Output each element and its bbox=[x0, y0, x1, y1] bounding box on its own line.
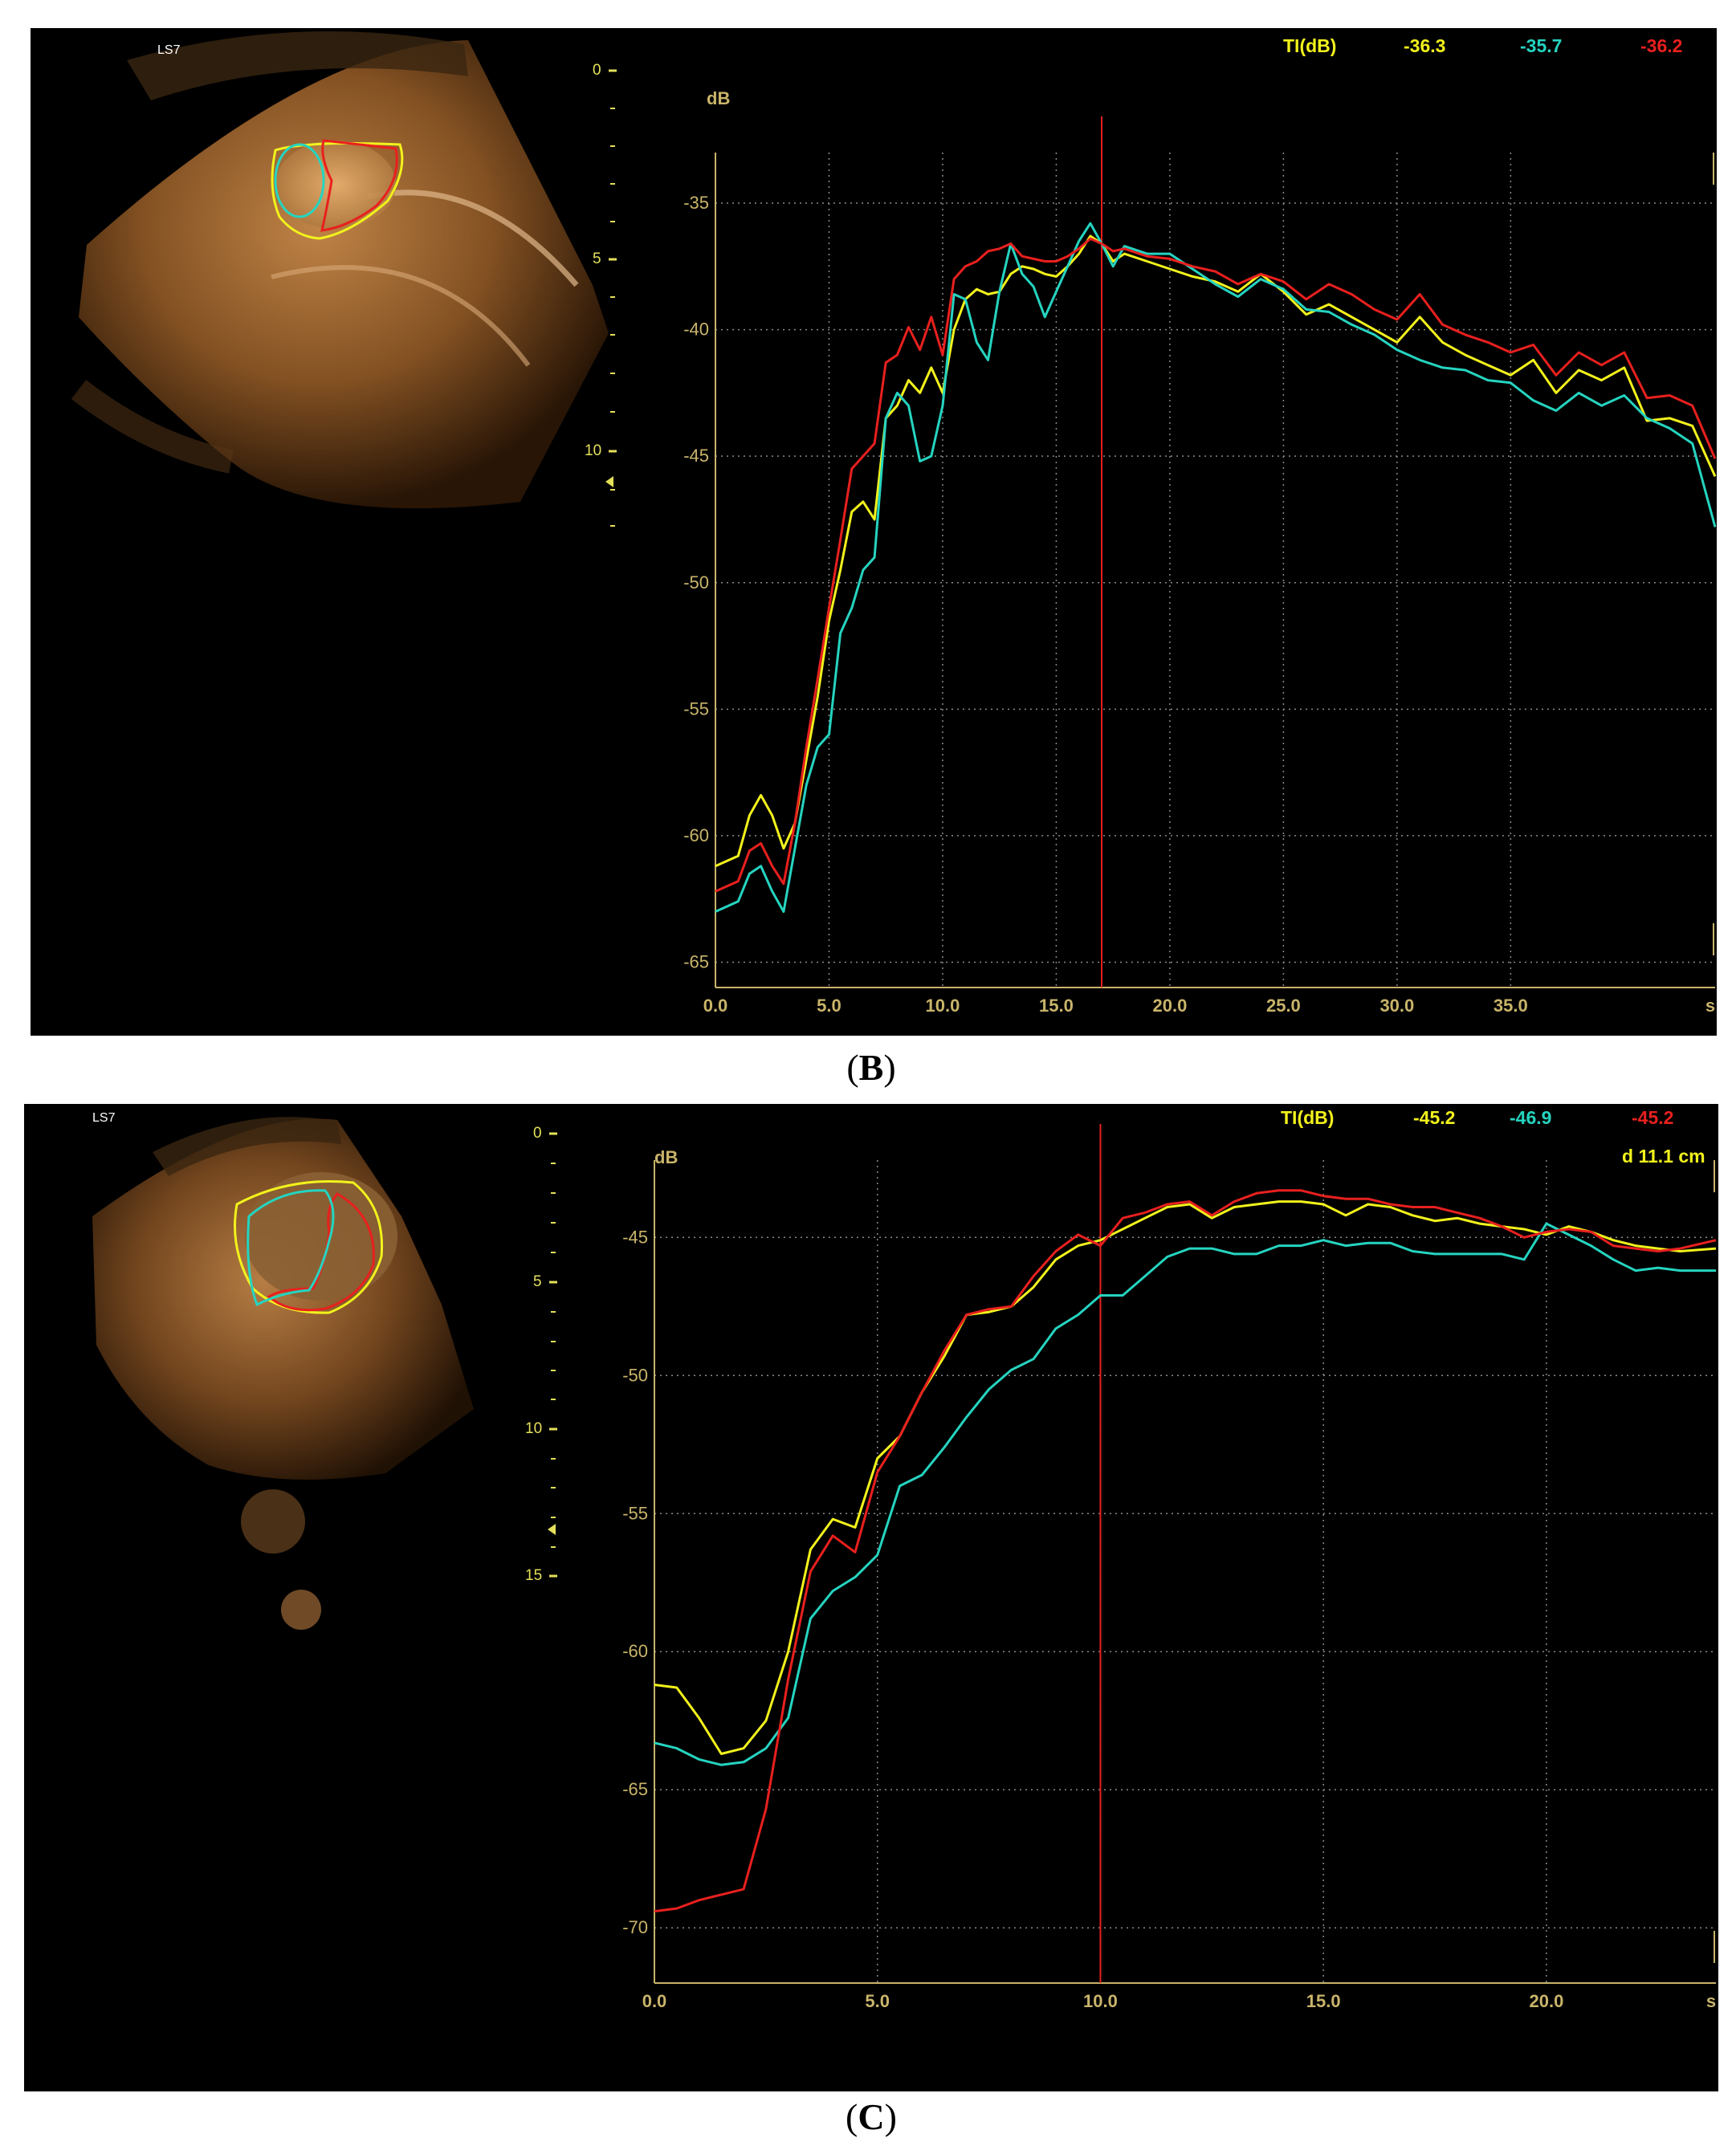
distance-label: d 11.1 cm bbox=[1622, 1146, 1705, 1167]
tic-chart-b: 0.0 5.0 10.0 15.0 20.0 25.0 30.0 35.0 s -35 -40 -45… bbox=[683, 88, 1717, 1016]
depth-label-10: 10 bbox=[585, 442, 601, 459]
caption-c: (C) bbox=[846, 2096, 897, 2137]
caption-b: (B) bbox=[846, 1047, 896, 1088]
ultrasound-image bbox=[71, 31, 609, 509]
y-tick-label: -45 bbox=[683, 446, 709, 466]
x-tick-label: 25.0 bbox=[1266, 996, 1301, 1016]
panel-b-svg: LS7 0 5 10 TI(dB) -36.3 -35.7 -36.2 0.0 5… bbox=[71, 31, 1717, 1016]
series-line-cyan bbox=[715, 222, 1717, 913]
x-tick-label: 5.0 bbox=[817, 996, 842, 1016]
x-tick-label: 20.0 bbox=[1152, 996, 1187, 1016]
depth-label-0: 0 bbox=[593, 62, 601, 79]
y-tick-label: -50 bbox=[683, 572, 709, 593]
ti-value-yellow: -45.2 bbox=[1413, 1107, 1455, 1128]
roi-contours bbox=[234, 1180, 384, 1314]
depth-scale: 0 5 10 15 bbox=[525, 1125, 557, 1584]
panel-c-svg: LS7 0 5 10 15 TI(dB) -45.2 -46.9 -45.2 d… bbox=[92, 1107, 1717, 2011]
y-axis-label: dB bbox=[654, 1147, 678, 1167]
x-unit-label: s bbox=[1706, 1991, 1716, 2011]
depth-label-5: 5 bbox=[533, 1273, 542, 1290]
series-line-cyan bbox=[654, 1222, 1716, 1766]
y-tick-label: -65 bbox=[683, 951, 709, 971]
depth-scale: 0 5 10 bbox=[585, 62, 617, 527]
y-tick-label: -40 bbox=[683, 320, 709, 340]
x-tick-label: 0.0 bbox=[703, 996, 728, 1016]
x-tick-label: 20.0 bbox=[1530, 1991, 1564, 2011]
ti-value-cyan: -46.9 bbox=[1510, 1107, 1551, 1128]
y-tick-label: -70 bbox=[622, 1917, 648, 1937]
y-tick-label: -45 bbox=[622, 1227, 648, 1247]
y-tick-label: -50 bbox=[622, 1365, 648, 1385]
caption-b-letter: B bbox=[858, 1047, 884, 1088]
x-tick-label: 10.0 bbox=[1083, 1991, 1118, 2011]
ti-value-red: -45.2 bbox=[1632, 1107, 1673, 1128]
depth-label-5: 5 bbox=[593, 250, 601, 267]
depth-label-15: 15 bbox=[525, 1567, 542, 1584]
focus-marker-icon bbox=[548, 1524, 556, 1535]
x-unit-label: s bbox=[1705, 996, 1715, 1016]
y-tick-label: -60 bbox=[622, 1641, 648, 1661]
series-line-red bbox=[715, 237, 1717, 893]
tic-chart-c: 0.0 5.0 10.0 15.0 20.0 s -45 -50 -55 -60 -65 -70 dB bbox=[622, 1124, 1717, 2011]
probe-label: LS7 bbox=[157, 43, 181, 57]
y-tick-label: -65 bbox=[622, 1779, 648, 1799]
y-axis-label: dB bbox=[707, 88, 730, 108]
series-line-red bbox=[654, 1189, 1717, 1913]
ti-value-cyan: -35.7 bbox=[1520, 35, 1562, 56]
series-line-yellow bbox=[715, 234, 1717, 868]
header-readout: TI(dB) -45.2 -46.9 -45.2 d 11.1 cm bbox=[1281, 1107, 1705, 1167]
y-tick-label: -35 bbox=[683, 193, 709, 213]
series-line-yellow bbox=[654, 1200, 1717, 1755]
header-readout: TI(dB) -36.3 -35.7 -36.2 bbox=[1283, 35, 1682, 56]
caption-c-letter: C bbox=[858, 2096, 885, 2137]
x-tick-label: 15.0 bbox=[1306, 1991, 1341, 2011]
y-tick-label: -60 bbox=[683, 825, 709, 845]
ti-value-yellow: -36.3 bbox=[1404, 35, 1445, 56]
y-tick-label: -55 bbox=[683, 698, 709, 719]
x-tick-label: 30.0 bbox=[1379, 996, 1414, 1016]
ti-label: TI(dB) bbox=[1283, 35, 1336, 56]
x-tick-label: 0.0 bbox=[642, 1991, 667, 2011]
x-tick-label: 5.0 bbox=[865, 1991, 890, 2011]
y-tick-label: -55 bbox=[622, 1503, 648, 1523]
x-tick-label: 15.0 bbox=[1039, 996, 1074, 1016]
x-tick-label: 35.0 bbox=[1494, 996, 1528, 1016]
probe-label: LS7 bbox=[92, 1111, 116, 1125]
x-tick-label: 10.0 bbox=[926, 996, 960, 1016]
ti-value-red: -36.2 bbox=[1640, 35, 1682, 56]
panel-c: LS7 0 5 10 15 TI(dB) -45.2 -46.9 -45.2 d… bbox=[24, 1104, 1718, 2091]
ultrasound-image bbox=[92, 1117, 474, 1630]
ti-label: TI(dB) bbox=[1281, 1107, 1334, 1128]
depth-label-0: 0 bbox=[533, 1125, 542, 1142]
roi-contours bbox=[271, 139, 404, 240]
focus-marker-icon bbox=[605, 476, 613, 487]
panel-b: LS7 0 5 10 TI(dB) -36.3 -35.7 -36.2 0.0 5… bbox=[31, 28, 1717, 1036]
depth-label-10: 10 bbox=[525, 1420, 542, 1437]
